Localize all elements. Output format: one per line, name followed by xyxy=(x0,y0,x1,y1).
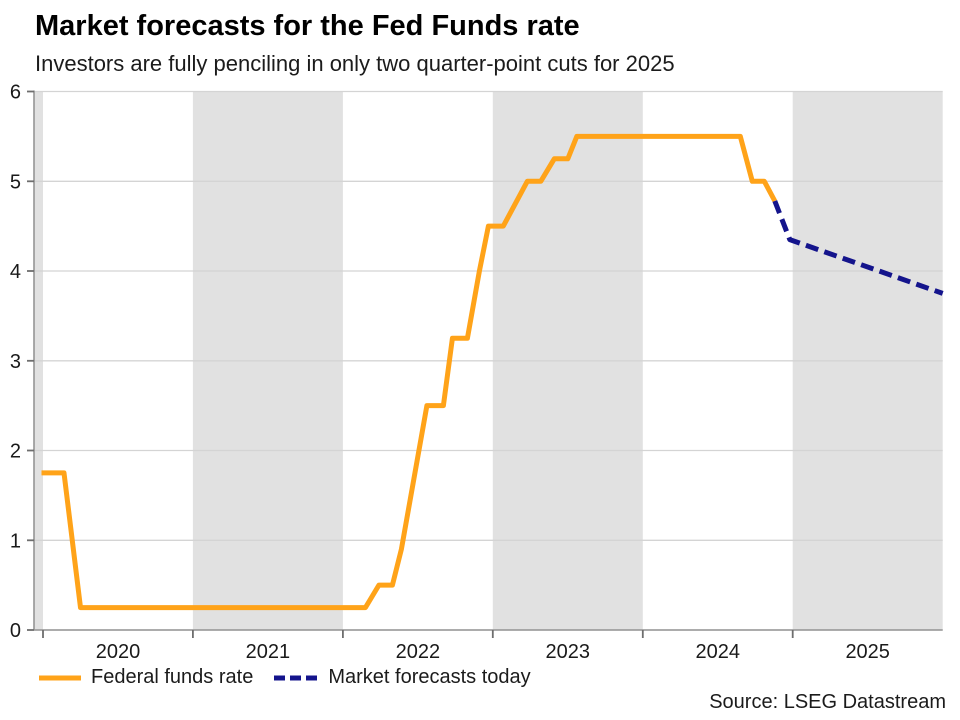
source-attribution: Source: LSEG Datastream xyxy=(709,691,946,713)
federal-funds-rate-series xyxy=(41,133,778,611)
y-tick-label: 2 xyxy=(10,441,21,463)
y-tick-label: 1 xyxy=(10,530,21,552)
legend-item-federal-funds-rate: Federal funds rate xyxy=(38,666,253,689)
y-tick-label: 4 xyxy=(10,261,21,283)
y-tick-label: 0 xyxy=(10,620,21,642)
market-forecasts-today-series xyxy=(772,200,944,296)
y-tick-label: 5 xyxy=(10,171,21,193)
chart-title: Market forecasts for the Fed Funds rate xyxy=(35,10,580,42)
x-tick-label: 2025 xyxy=(845,641,890,663)
x-tick-label: 2024 xyxy=(696,641,741,663)
legend-item-market-forecasts-today: Market forecasts today xyxy=(273,666,531,689)
chart-subtitle: Investors are fully penciling in only tw… xyxy=(35,51,675,76)
dashed-line-swatch xyxy=(274,675,319,680)
legend-label-federal-funds-rate: Federal funds rate xyxy=(91,666,254,688)
x-tick-label: 2021 xyxy=(246,641,291,663)
x-tick-label: 2022 xyxy=(396,641,441,663)
solid-line-swatch xyxy=(39,675,81,680)
x-tick-label: 2020 xyxy=(96,641,141,663)
y-tick-label: 3 xyxy=(10,351,21,373)
y-tick-label: 6 xyxy=(10,82,21,104)
chart-legend: Federal funds rate Market forecasts toda… xyxy=(38,666,531,689)
legend-label-market-forecasts-today: Market forecasts today xyxy=(328,666,531,688)
x-tick-label: 2023 xyxy=(546,641,591,663)
